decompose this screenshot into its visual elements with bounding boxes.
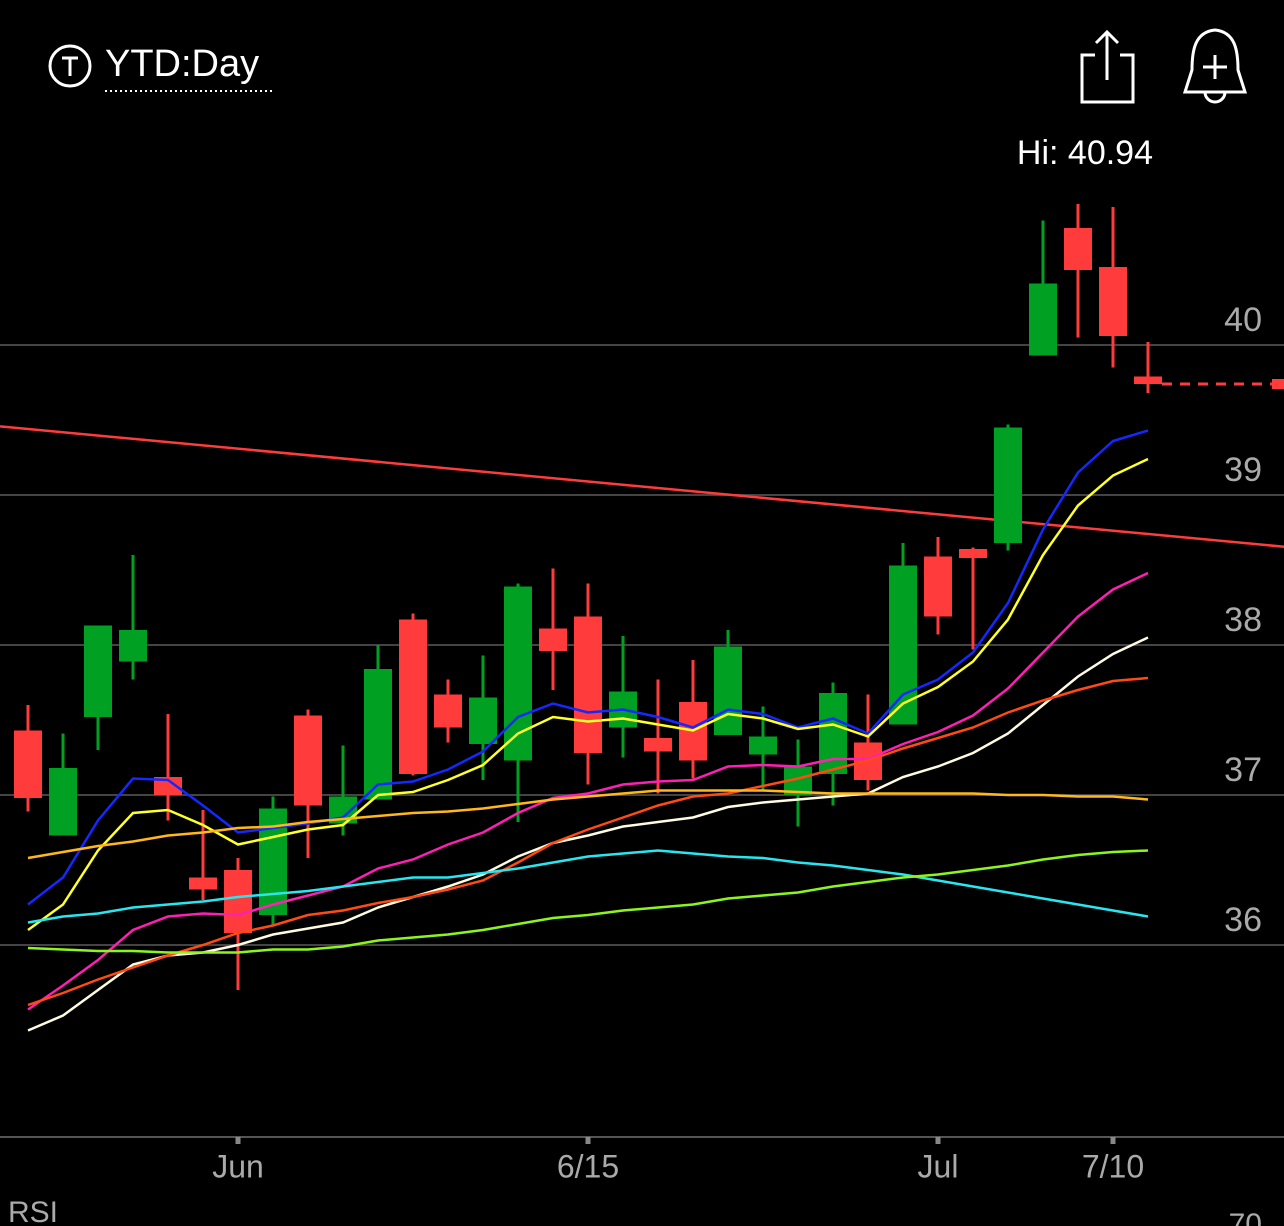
x-tick-label: Jun	[212, 1148, 264, 1184]
bell-plus	[1203, 55, 1227, 79]
lower-panel-title: RSI	[8, 1196, 58, 1226]
candle-body	[154, 777, 182, 795]
candle-body	[364, 669, 392, 800]
trendline	[0, 425, 1284, 548]
period-selector[interactable]: YTD:Day	[105, 43, 259, 85]
candle-body	[49, 768, 77, 836]
header: YTD:Day	[48, 28, 1248, 104]
candle-body	[959, 549, 987, 558]
alert-button[interactable]	[1182, 28, 1248, 104]
candle-body	[714, 646, 742, 735]
moving-average-line	[27, 571, 1149, 1011]
moving-average-line	[27, 849, 1149, 924]
candle-body	[294, 715, 322, 806]
y-tick-label: 38	[1224, 601, 1262, 639]
bell	[1182, 28, 1248, 94]
candle-body	[539, 628, 567, 651]
candle-body	[14, 730, 42, 798]
candle-body	[189, 877, 217, 890]
moving-average-line	[27, 676, 1149, 1007]
share-arrow	[1094, 29, 1120, 80]
candles	[14, 204, 1162, 990]
x-tick-label: 7/10	[1082, 1148, 1144, 1184]
x-tick-label: 6/15	[557, 1148, 619, 1184]
candle-body	[84, 625, 112, 717]
candle-body	[1064, 228, 1092, 270]
share-box	[1080, 53, 1135, 104]
moving-average-line	[27, 636, 1149, 1032]
y-tick-label: 39	[1224, 451, 1262, 489]
time-icon-glyph	[62, 56, 78, 76]
candle-body	[399, 619, 427, 774]
share-button[interactable]	[1080, 29, 1135, 104]
moving-average-line	[27, 429, 1149, 906]
y-tick-label: 37	[1224, 751, 1262, 789]
candle-body	[889, 565, 917, 725]
candle-body	[574, 616, 602, 753]
candle-body	[924, 556, 952, 617]
last-price-marker	[1272, 379, 1284, 389]
lower-panel-tick: 70	[1229, 1208, 1262, 1226]
time-icon[interactable]	[48, 44, 92, 88]
high-label: Hi: 40.94	[1017, 134, 1153, 172]
x-tick-label: Jul	[918, 1148, 959, 1184]
bell-clapper	[1203, 91, 1227, 104]
moving-average-line	[27, 789, 1149, 860]
y-tick-label: 40	[1224, 301, 1262, 339]
moving-average-line	[27, 849, 1149, 954]
candle-body	[994, 427, 1022, 543]
candle-body	[749, 736, 777, 755]
candle-body	[1029, 283, 1057, 356]
candle-body	[469, 697, 497, 744]
candle-body	[504, 586, 532, 761]
candle-body	[644, 738, 672, 752]
candle-body	[224, 870, 252, 933]
moving-averages	[27, 429, 1149, 1032]
candle-body	[434, 694, 462, 728]
candle-body	[1134, 376, 1162, 384]
candle-body	[119, 630, 147, 662]
candle-body	[1099, 267, 1127, 336]
y-tick-label: 36	[1224, 901, 1262, 939]
